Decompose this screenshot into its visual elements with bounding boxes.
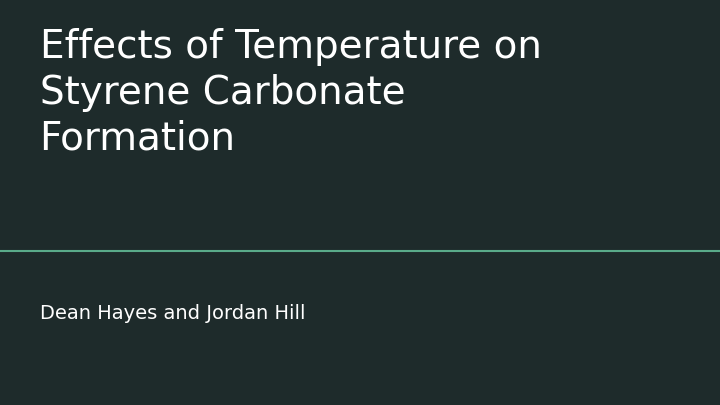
Text: Dean Hayes and Jordan Hill: Dean Hayes and Jordan Hill <box>40 304 305 323</box>
Text: Effects of Temperature on
Styrene Carbonate
Formation: Effects of Temperature on Styrene Carbon… <box>40 28 541 158</box>
